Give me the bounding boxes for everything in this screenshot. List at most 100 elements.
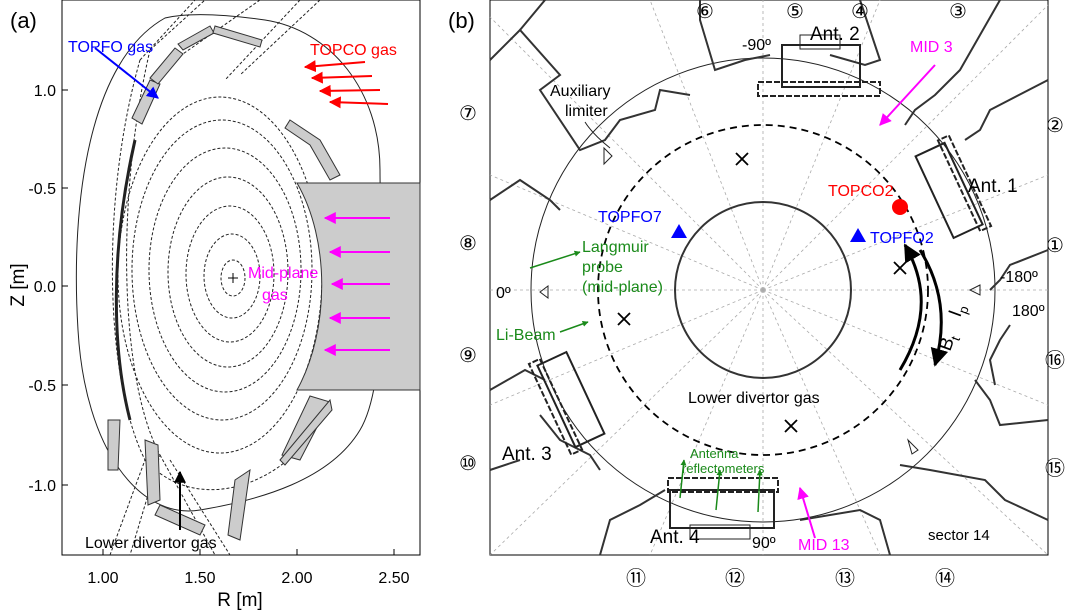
annotation: TOPFO gas [68,39,153,56]
shape [228,470,250,540]
sector-number: ⑩ [459,451,477,475]
shape [305,62,365,67]
label: TOPCO2 [828,183,894,200]
sector-number: ⑮ [1045,456,1065,480]
x-tick-label: 2.00 [281,570,312,587]
annotation: Mid-plane [248,265,318,282]
x-tick-label: 1.00 [87,570,118,587]
label: probe [582,259,623,276]
shape [490,175,763,290]
sector-number: ⑤ [786,0,804,23]
shape [145,440,160,505]
sector-number: ⑭ [935,566,955,590]
label: limiter [565,103,608,120]
shape [990,325,1010,385]
y-axis-label: Z [m] [8,263,29,306]
y-tick-label: 1.0 [34,83,56,100]
antenna-label: Ant. 1 [968,176,1018,197]
shape [132,80,160,124]
shape [763,290,880,555]
sector-number: ⑯ [1045,348,1065,372]
sector-number: ② [1046,113,1064,137]
shape [894,262,906,274]
sector-number: ⑨ [459,343,477,367]
shape [758,470,760,512]
label: Ip [945,301,972,321]
group [529,348,607,455]
figure: 1.00 1.50 2.00 2.50 R [m] 1.0 -0.5 0.0 -… [0,0,1076,613]
antenna-label: Ant. 4 [650,527,700,548]
y-tick-label: -1.0 [28,478,56,495]
angle-label: 0º [496,285,511,302]
angle-label: -90º [742,37,771,54]
annotation: gas [262,287,288,304]
sector-number: ⑪ [626,566,646,590]
antenna-label: Ant. 3 [502,444,552,465]
shape [935,255,953,380]
label: Auxiliary [550,83,610,100]
annotation: Lower divertor gas [85,535,217,552]
label: Lower divertor gas [688,390,820,407]
shape [585,122,610,148]
sector-number: ⑬ [835,566,855,590]
shape [758,82,880,96]
shape [900,465,1048,520]
shape [297,183,420,390]
label: Li-Beam [496,327,556,344]
y-tick-label: 0.0 [34,279,56,296]
annotation: TOPCO gas [310,42,397,59]
shape [178,26,214,50]
sector-number: ⑦ [459,101,477,125]
label: TOPFO7 [598,209,662,226]
sector-number: ① [1046,233,1064,257]
shape [530,252,580,268]
shape [213,26,262,47]
label: Langmuir [582,239,649,256]
shape [763,290,1048,555]
sector-number: ③ [949,0,967,23]
shape [330,102,388,104]
shape [618,313,630,325]
shape [908,440,918,454]
shape [285,120,340,180]
angle-label: -180º [1000,269,1038,286]
panel-b: (b) ① ② ③ ④ ⑤ ⑥ ⑦ ⑧ ⑨ ⑩ ⑪ ⑫ [448,0,1065,590]
antenna-label: Ant. 2 [810,24,860,45]
sector-number: ④ [851,0,869,23]
panel-label: (a) [10,8,37,33]
shape [150,48,183,84]
shape [763,290,1048,405]
shape [782,45,860,87]
shape [905,0,1048,140]
shape [892,199,908,215]
shape [529,359,582,455]
label: MID 3 [910,39,953,56]
shape [850,228,866,242]
shape [490,290,763,405]
label: MID 13 [798,537,850,554]
shape [312,76,372,78]
shape [604,148,612,164]
angle-label: 90º [752,535,776,552]
label: TOPFO2 [870,230,934,247]
panel-a: 1.00 1.50 2.00 2.50 R [m] 1.0 -0.5 0.0 -… [8,0,420,611]
y-tick-label: -0.5 [28,378,56,395]
sector-number: ⑫ [725,566,745,590]
label: reflectometers [682,461,765,476]
y-tick-label: -0.5 [28,181,56,198]
angle-label: 180º [1012,303,1045,320]
x-tick-label: 2.50 [378,570,409,587]
shape [671,224,687,238]
sector-number: ⑧ [459,231,477,255]
label: sector 14 [928,527,990,544]
shape [560,322,588,332]
label: Antenna [690,446,739,461]
shape [580,400,620,405]
shape [736,153,748,165]
shape [537,352,604,447]
x-axis-label: R [m] [217,590,262,611]
label: (mid-plane) [582,279,663,296]
shape [540,286,548,298]
panel-label: (b) [448,8,475,33]
shape [320,90,380,91]
